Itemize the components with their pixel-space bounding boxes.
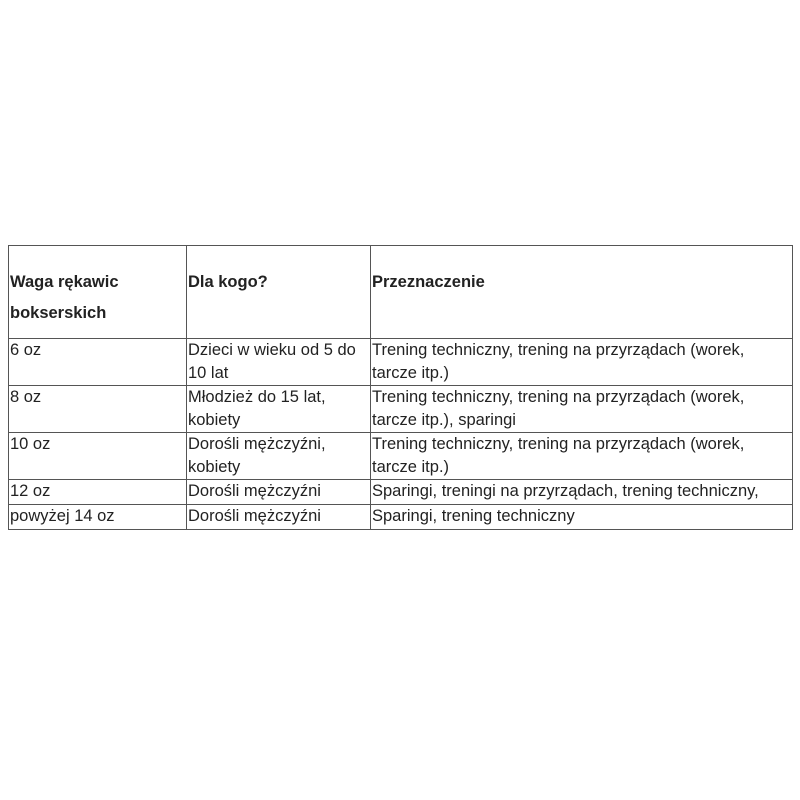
cell-for-whom: Młodzież do 15 lat, kobiety (186, 385, 371, 433)
cell-purpose: Trening techniczny, trening na przyrząda… (370, 432, 793, 480)
table-row: powyżej 14 oz Dorośli mężczyźni Sparingi… (8, 504, 793, 530)
table-row: 12 oz Dorośli mężczyźni Sparingi, trenin… (8, 479, 793, 505)
cell-weight: 12 oz (8, 479, 187, 505)
table-row: 10 oz Dorośli mężczyźni, kobiety Trening… (8, 432, 793, 480)
cell-for-whom: Dorośli mężczyźni, kobiety (186, 432, 371, 480)
cell-purpose: Sparingi, trening techniczny (370, 504, 793, 530)
cell-weight: 10 oz (8, 432, 187, 480)
cell-for-whom: Dorośli mężczyźni (186, 504, 371, 530)
header-weight: Waga rękawic bokserskich (8, 245, 187, 339)
cell-for-whom: Dzieci w wieku od 5 do 10 lat (186, 338, 371, 386)
cell-weight: 6 oz (8, 338, 187, 386)
table-row: 8 oz Młodzież do 15 lat, kobiety Trening… (8, 385, 793, 433)
cell-weight: 8 oz (8, 385, 187, 433)
cell-weight: powyżej 14 oz (8, 504, 187, 530)
table-row: 6 oz Dzieci w wieku od 5 do 10 lat Treni… (8, 338, 793, 386)
cell-for-whom: Dorośli mężczyźni (186, 479, 371, 505)
header-row: Waga rękawic bokserskich Dla kogo? Przez… (8, 245, 793, 339)
cell-purpose: Trening techniczny, trening na przyrząda… (370, 385, 793, 433)
cell-purpose: Sparingi, treningi na przyrządach, treni… (370, 479, 793, 505)
cell-purpose: Trening techniczny, trening na przyrząda… (370, 338, 793, 386)
header-purpose: Przeznaczenie (370, 245, 793, 339)
glove-weight-table: Waga rękawic bokserskich Dla kogo? Przez… (8, 245, 793, 530)
header-for-whom: Dla kogo? (186, 245, 371, 339)
